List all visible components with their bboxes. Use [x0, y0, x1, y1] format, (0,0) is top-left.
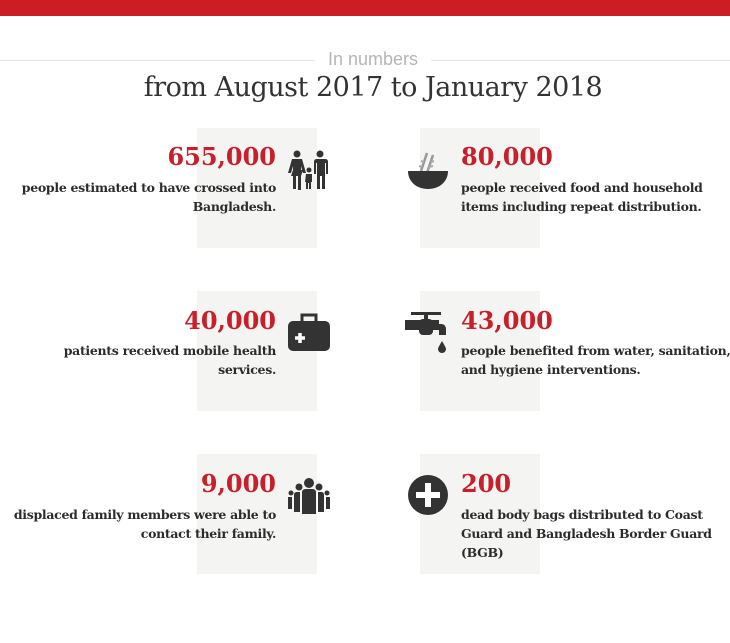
stat-description: displaced family members were able to co… — [13, 507, 276, 541]
medical-kit-icon — [288, 313, 330, 351]
top-accent-bar — [0, 0, 730, 16]
group-icon — [288, 478, 330, 514]
family-icon — [288, 150, 328, 190]
stat-description: dead body bags distributed to Coast Guar… — [461, 507, 712, 560]
page-title: from August 2017 to January 2018 — [143, 72, 603, 103]
stat-description: people benefited from water, sanitation,… — [461, 343, 730, 377]
stat-value: 200 — [461, 469, 512, 498]
stat-description: people received food and household items… — [461, 180, 703, 214]
water-tap-icon — [405, 312, 446, 353]
section-kicker: In numbers — [315, 49, 431, 70]
stat-background — [420, 128, 540, 248]
rice-bowl-icon — [408, 152, 448, 189]
stat-background — [197, 454, 317, 574]
stat-value: 40,000 — [184, 306, 276, 335]
stat-value: 43,000 — [461, 306, 553, 335]
stat-description: people estimated to have crossed into Ba… — [21, 180, 277, 214]
stat-description: patients received mobile health services… — [63, 343, 277, 377]
plus-circle-icon — [408, 475, 448, 515]
stat-background — [197, 128, 317, 248]
stat-value: 9,000 — [200, 469, 276, 498]
stat-value: 655,000 — [167, 142, 276, 171]
stat-value: 80,000 — [461, 142, 553, 171]
stat-background — [420, 454, 540, 574]
stat-background — [197, 291, 317, 411]
